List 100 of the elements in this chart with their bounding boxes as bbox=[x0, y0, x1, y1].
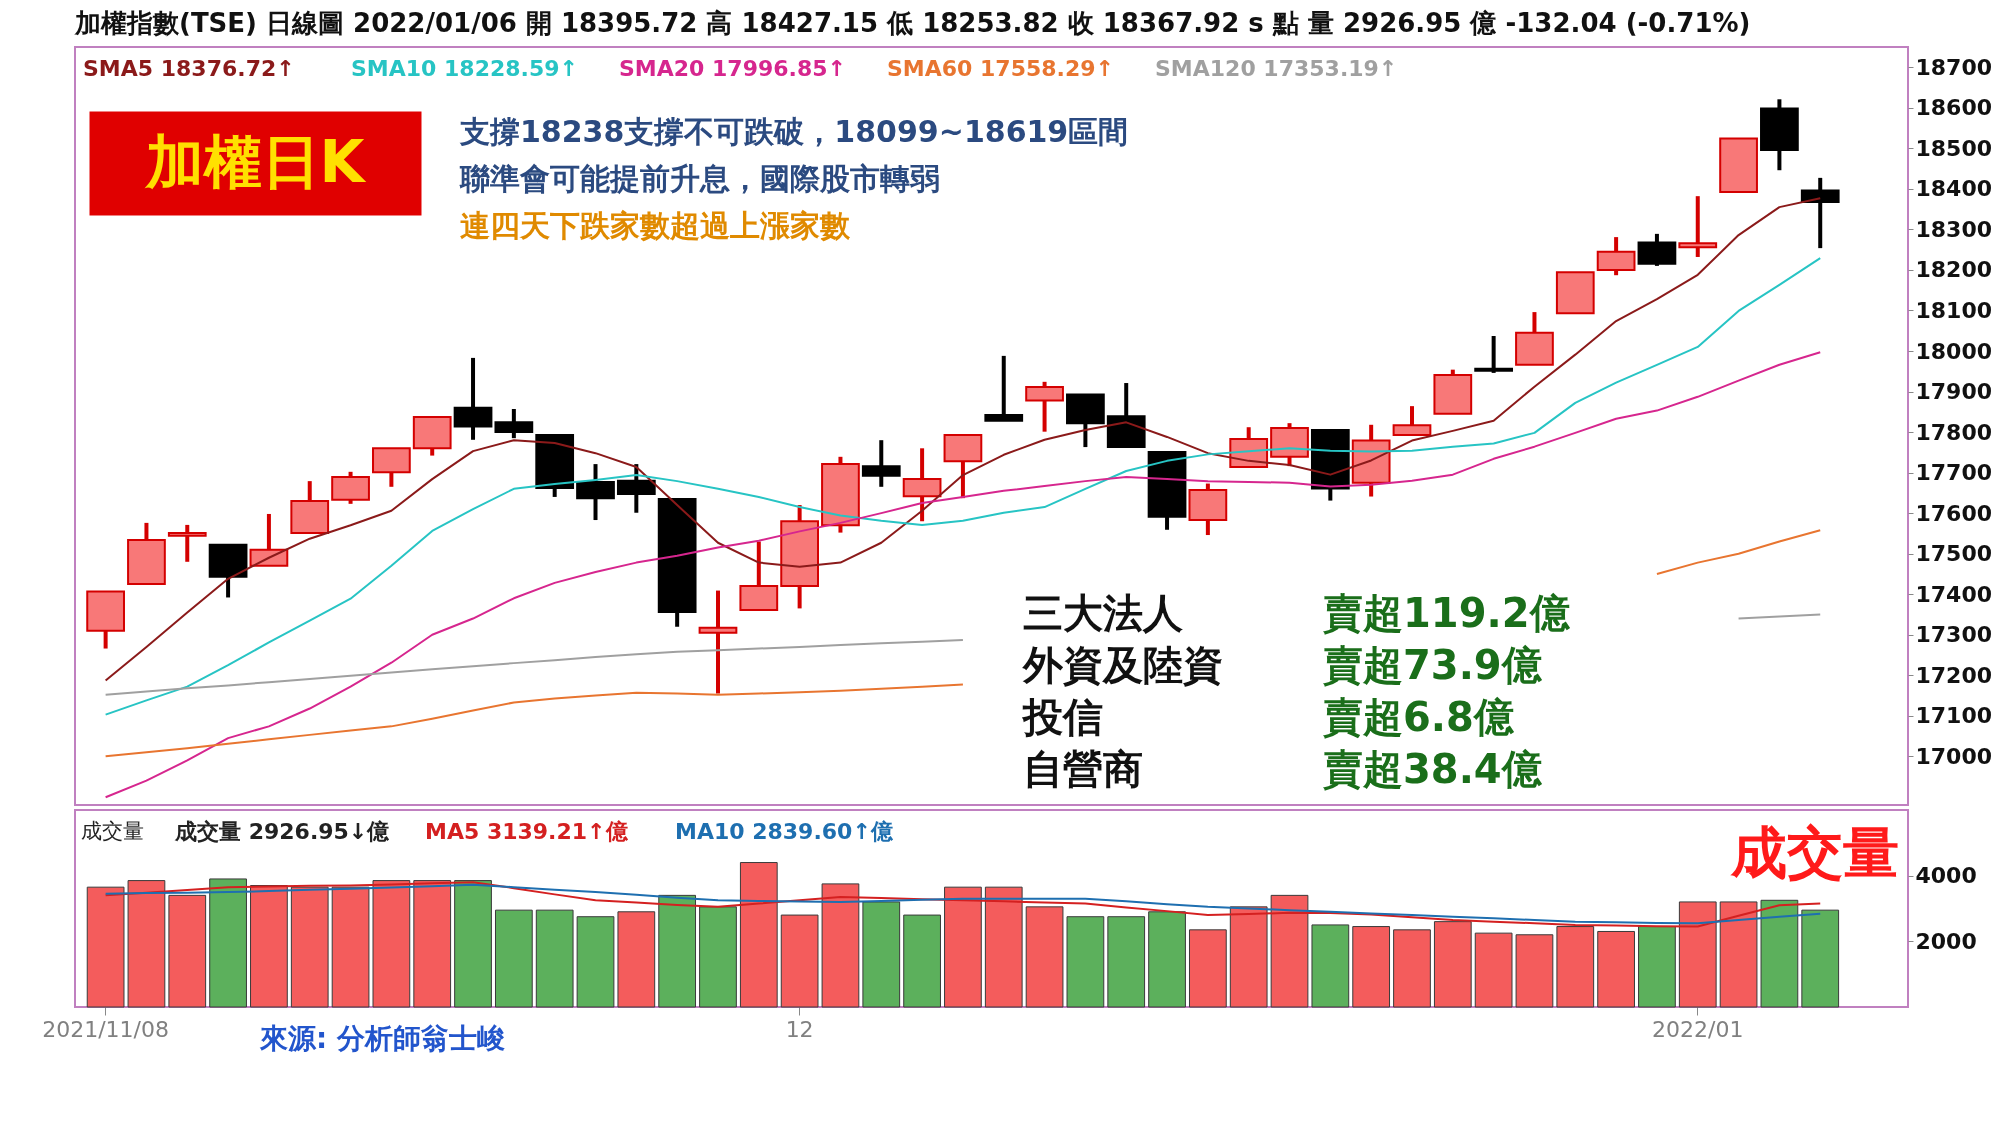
y-tick-label: 18200 bbox=[1915, 257, 1993, 283]
bar bbox=[331, 886, 370, 1008]
candlestick bbox=[1800, 177, 1840, 249]
bar bbox=[1638, 926, 1676, 1008]
bar bbox=[168, 894, 207, 1008]
chart-title: 成交量 bbox=[81, 819, 144, 843]
chart-title: 加權指數(TSE) 日線圖 2022/01/06 開 18395.72 高 18427.15 低 18253.82 收 18367.92 s 點 量 2926.95 億 -132.04 (-0.71%) bbox=[74, 8, 1751, 38]
bar bbox=[821, 883, 860, 1008]
y-tick-label: 17600 bbox=[1915, 500, 1993, 526]
y-tick-label: 4000 bbox=[1915, 863, 1977, 889]
y-tick-label: 17700 bbox=[1915, 460, 1993, 486]
candlestick bbox=[494, 408, 534, 439]
bar bbox=[699, 906, 737, 1008]
bar bbox=[1678, 901, 1717, 1008]
bar bbox=[454, 880, 492, 1008]
y-tick-label: 18700 bbox=[1915, 54, 1993, 80]
annotation: 連四天下跌家數超過上漲家數 bbox=[460, 208, 851, 243]
bar bbox=[1433, 921, 1472, 1008]
bar bbox=[1311, 924, 1350, 1008]
candlestick bbox=[698, 590, 738, 694]
bar bbox=[1066, 916, 1105, 1008]
x-tick-label: 12 bbox=[785, 1016, 814, 1042]
annotation: 賣超6.8億 bbox=[1322, 694, 1515, 740]
text: SMA5 18376.72↑ bbox=[83, 56, 295, 81]
text: SMA20 17996.85↑ bbox=[619, 56, 846, 81]
bar bbox=[250, 885, 288, 1008]
candlestick bbox=[1719, 137, 1758, 194]
y-tick-label: 17000 bbox=[1915, 743, 1993, 769]
candlestick bbox=[984, 355, 1024, 422]
bar bbox=[1760, 899, 1799, 1008]
bar bbox=[209, 878, 247, 1008]
annotation: 賣超73.9億 bbox=[1322, 642, 1543, 688]
y-tick-label: 17100 bbox=[1915, 703, 1993, 729]
bar bbox=[1352, 926, 1391, 1008]
bar bbox=[1719, 901, 1758, 1008]
bar bbox=[1393, 929, 1431, 1008]
bar bbox=[1474, 932, 1513, 1008]
bar bbox=[1148, 911, 1186, 1008]
bar bbox=[576, 916, 615, 1008]
annotation: 賣超119.2億 bbox=[1322, 590, 1571, 636]
bar bbox=[903, 914, 941, 1008]
text: SMA10 18228.59↑ bbox=[351, 56, 578, 81]
candlestick bbox=[167, 524, 207, 562]
bar bbox=[1556, 926, 1595, 1008]
bar bbox=[494, 909, 533, 1008]
text: SMA120 17353.19↑ bbox=[1155, 56, 1398, 81]
y-tick-label: 18600 bbox=[1915, 95, 1993, 121]
y-tick-label: 2000 bbox=[1915, 928, 1977, 954]
bar bbox=[290, 886, 329, 1008]
annotation: 賣超38.4億 bbox=[1322, 746, 1543, 792]
bar bbox=[739, 862, 778, 1008]
bar bbox=[1515, 934, 1554, 1008]
annotation: 支撐18238支撐不可跌破，18099~18619區間 bbox=[459, 114, 1129, 149]
bar bbox=[1801, 909, 1840, 1008]
bar bbox=[372, 880, 411, 1008]
y-tick-label: 18400 bbox=[1915, 176, 1993, 202]
bar bbox=[535, 909, 574, 1008]
candlestick bbox=[1474, 336, 1514, 373]
bar bbox=[780, 914, 819, 1008]
bar bbox=[1597, 930, 1635, 1008]
bar bbox=[1025, 906, 1064, 1008]
bar bbox=[1229, 906, 1268, 1008]
annotation: 聯準會可能提前升息，國際股市轉弱 bbox=[459, 161, 940, 196]
text: SMA60 17558.29↑ bbox=[887, 56, 1114, 81]
y-tick-label: 17900 bbox=[1915, 379, 1993, 405]
bar bbox=[1107, 916, 1146, 1008]
annotation: 加權日K bbox=[143, 128, 367, 196]
bar bbox=[1189, 929, 1227, 1008]
bar bbox=[127, 880, 166, 1008]
candlestick bbox=[1678, 196, 1718, 257]
bar bbox=[984, 886, 1023, 1008]
annotation: 自營商 bbox=[1023, 746, 1143, 792]
bar bbox=[86, 886, 125, 1008]
annotation: 投信 bbox=[1021, 694, 1103, 740]
series-label: 成交量 2926.95↓億 bbox=[174, 819, 391, 844]
y-tick-label: 18100 bbox=[1915, 297, 1993, 323]
y-tick-label: 18500 bbox=[1915, 135, 1993, 161]
y-tick-label: 17800 bbox=[1915, 419, 1993, 445]
y-tick-label: 17500 bbox=[1915, 541, 1993, 567]
y-tick-label: 17400 bbox=[1915, 581, 1993, 607]
y-tick-label: 17300 bbox=[1915, 622, 1993, 648]
text: MA10 2839.60↑億 bbox=[675, 819, 894, 844]
candlestick bbox=[1555, 271, 1595, 315]
annotation: 外資及陸資 bbox=[1022, 642, 1223, 688]
bar bbox=[658, 894, 697, 1008]
bar bbox=[944, 886, 982, 1008]
y-tick-label: 17200 bbox=[1915, 662, 1993, 688]
series-label: MA5 3139.21↑億 bbox=[425, 819, 629, 844]
x-tick-label: 2022/01 bbox=[1652, 1016, 1744, 1042]
y-tick-label: 18000 bbox=[1915, 338, 1993, 364]
bar bbox=[1270, 894, 1309, 1008]
line-series bbox=[104, 351, 1822, 799]
annotation: 三大法人 bbox=[1023, 590, 1184, 636]
x-tick-label: 2021/11/08 bbox=[42, 1016, 170, 1042]
bar bbox=[413, 880, 452, 1008]
y-tick-label: 18300 bbox=[1915, 216, 1993, 242]
bar bbox=[617, 911, 656, 1008]
text: 來源: 分析師翁士峻 bbox=[259, 1022, 505, 1055]
bar bbox=[862, 901, 901, 1008]
annotation: 成交量 bbox=[1730, 820, 1899, 885]
